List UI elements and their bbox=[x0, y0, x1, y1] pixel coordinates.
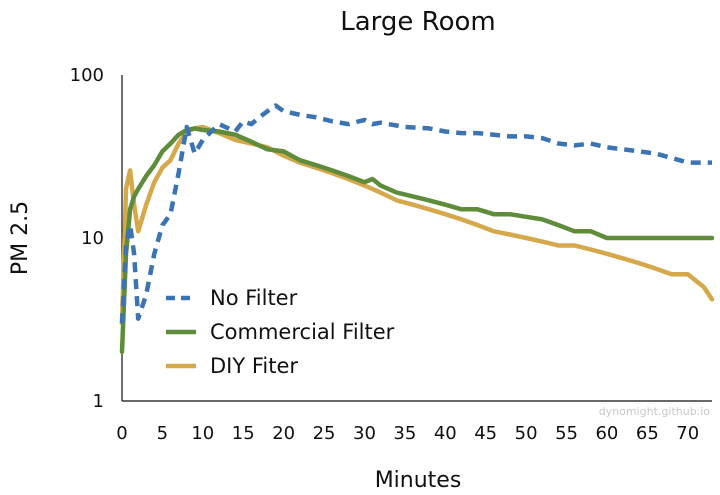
x-axis-ticks: 0 5 10 15 20 25 30 35 40 45 50 55 60 65 70 bbox=[116, 423, 699, 444]
x-tick-label: 65 bbox=[636, 423, 659, 444]
y-tick-label: 1 bbox=[93, 391, 104, 412]
x-tick-label: 45 bbox=[474, 423, 497, 444]
x-axis-label: Minutes bbox=[375, 468, 462, 493]
x-tick-label: 35 bbox=[393, 423, 416, 444]
y-tick-label: 100 bbox=[70, 65, 104, 86]
x-tick-label: 25 bbox=[313, 423, 336, 444]
series-line-diy-fiter bbox=[119, 124, 715, 326]
legend-label: Commercial Filter bbox=[210, 320, 395, 344]
x-tick-label: 10 bbox=[191, 423, 214, 444]
x-tick-label: 55 bbox=[555, 423, 578, 444]
legend: No Filter Commercial Filter DIY Fiter bbox=[166, 286, 395, 378]
series-line-commercial-filter bbox=[119, 126, 715, 355]
series-line-no-filter bbox=[119, 103, 712, 324]
x-tick-label: 20 bbox=[272, 423, 295, 444]
x-tick-label: 15 bbox=[232, 423, 255, 444]
x-tick-label: 50 bbox=[515, 423, 538, 444]
x-tick-label: 70 bbox=[676, 423, 699, 444]
series-layer bbox=[119, 103, 715, 355]
x-tick-label: 40 bbox=[434, 423, 457, 444]
watermark-text: dynomight.github.io bbox=[599, 405, 711, 418]
x-tick-label: 0 bbox=[116, 423, 127, 444]
chart-title: Large Room bbox=[340, 7, 495, 37]
x-tick-label: 5 bbox=[157, 423, 168, 444]
x-tick-label: 30 bbox=[353, 423, 376, 444]
x-tick-label: 60 bbox=[595, 423, 618, 444]
y-axis-ticks: 1 10 100 bbox=[70, 65, 104, 412]
y-tick-label: 10 bbox=[81, 228, 104, 249]
legend-label: No Filter bbox=[210, 286, 298, 310]
y-axis-label: PM 2.5 bbox=[8, 201, 33, 275]
legend-label: DIY Fiter bbox=[210, 354, 298, 378]
